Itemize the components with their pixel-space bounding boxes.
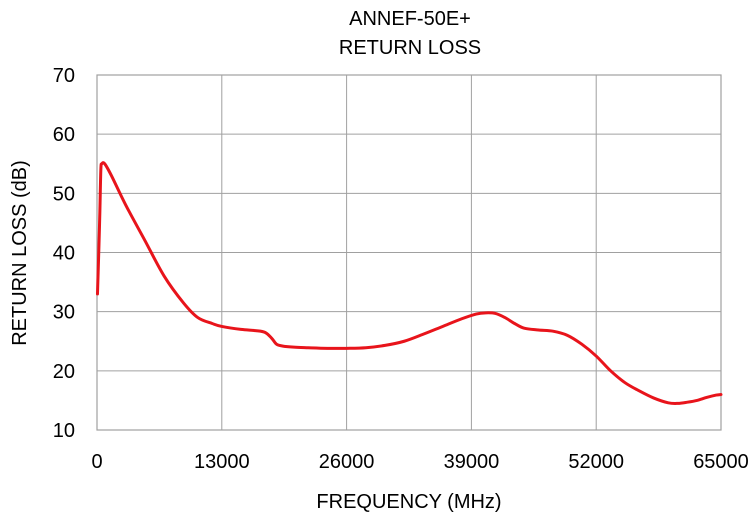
chart-title-line-1: ANNEF-50E+ xyxy=(349,8,471,30)
series-layer xyxy=(95,161,723,405)
y-tick-label: 40 xyxy=(53,243,75,265)
x-tick-label: 65000 xyxy=(693,451,749,473)
y-tick-label: 50 xyxy=(53,183,75,205)
y-axis-label: RETURN LOSS (dB) xyxy=(9,160,31,346)
grid-layer xyxy=(96,74,722,431)
x-tick-label: 39000 xyxy=(444,451,500,473)
y-axis-tick-labels: 10 20 30 40 50 60 70 xyxy=(53,65,75,442)
chart-title-line-2: RETURN LOSS xyxy=(339,37,481,59)
plot-frame xyxy=(96,74,722,431)
y-tick-label: 10 xyxy=(53,420,75,442)
x-tick-label: 0 xyxy=(91,451,102,473)
return-loss-series-line xyxy=(95,161,723,405)
x-axis-label: FREQUENCY (MHz) xyxy=(316,491,501,513)
x-tick-label: 26000 xyxy=(319,451,375,473)
y-tick-label: 60 xyxy=(53,124,75,146)
x-axis-tick-labels: 0 13000 26000 39000 52000 65000 xyxy=(91,451,748,473)
x-tick-label: 13000 xyxy=(194,451,250,473)
y-tick-label: 20 xyxy=(53,361,75,383)
x-tick-label: 52000 xyxy=(568,451,624,473)
y-tick-label: 70 xyxy=(53,65,75,87)
y-tick-label: 30 xyxy=(53,302,75,324)
